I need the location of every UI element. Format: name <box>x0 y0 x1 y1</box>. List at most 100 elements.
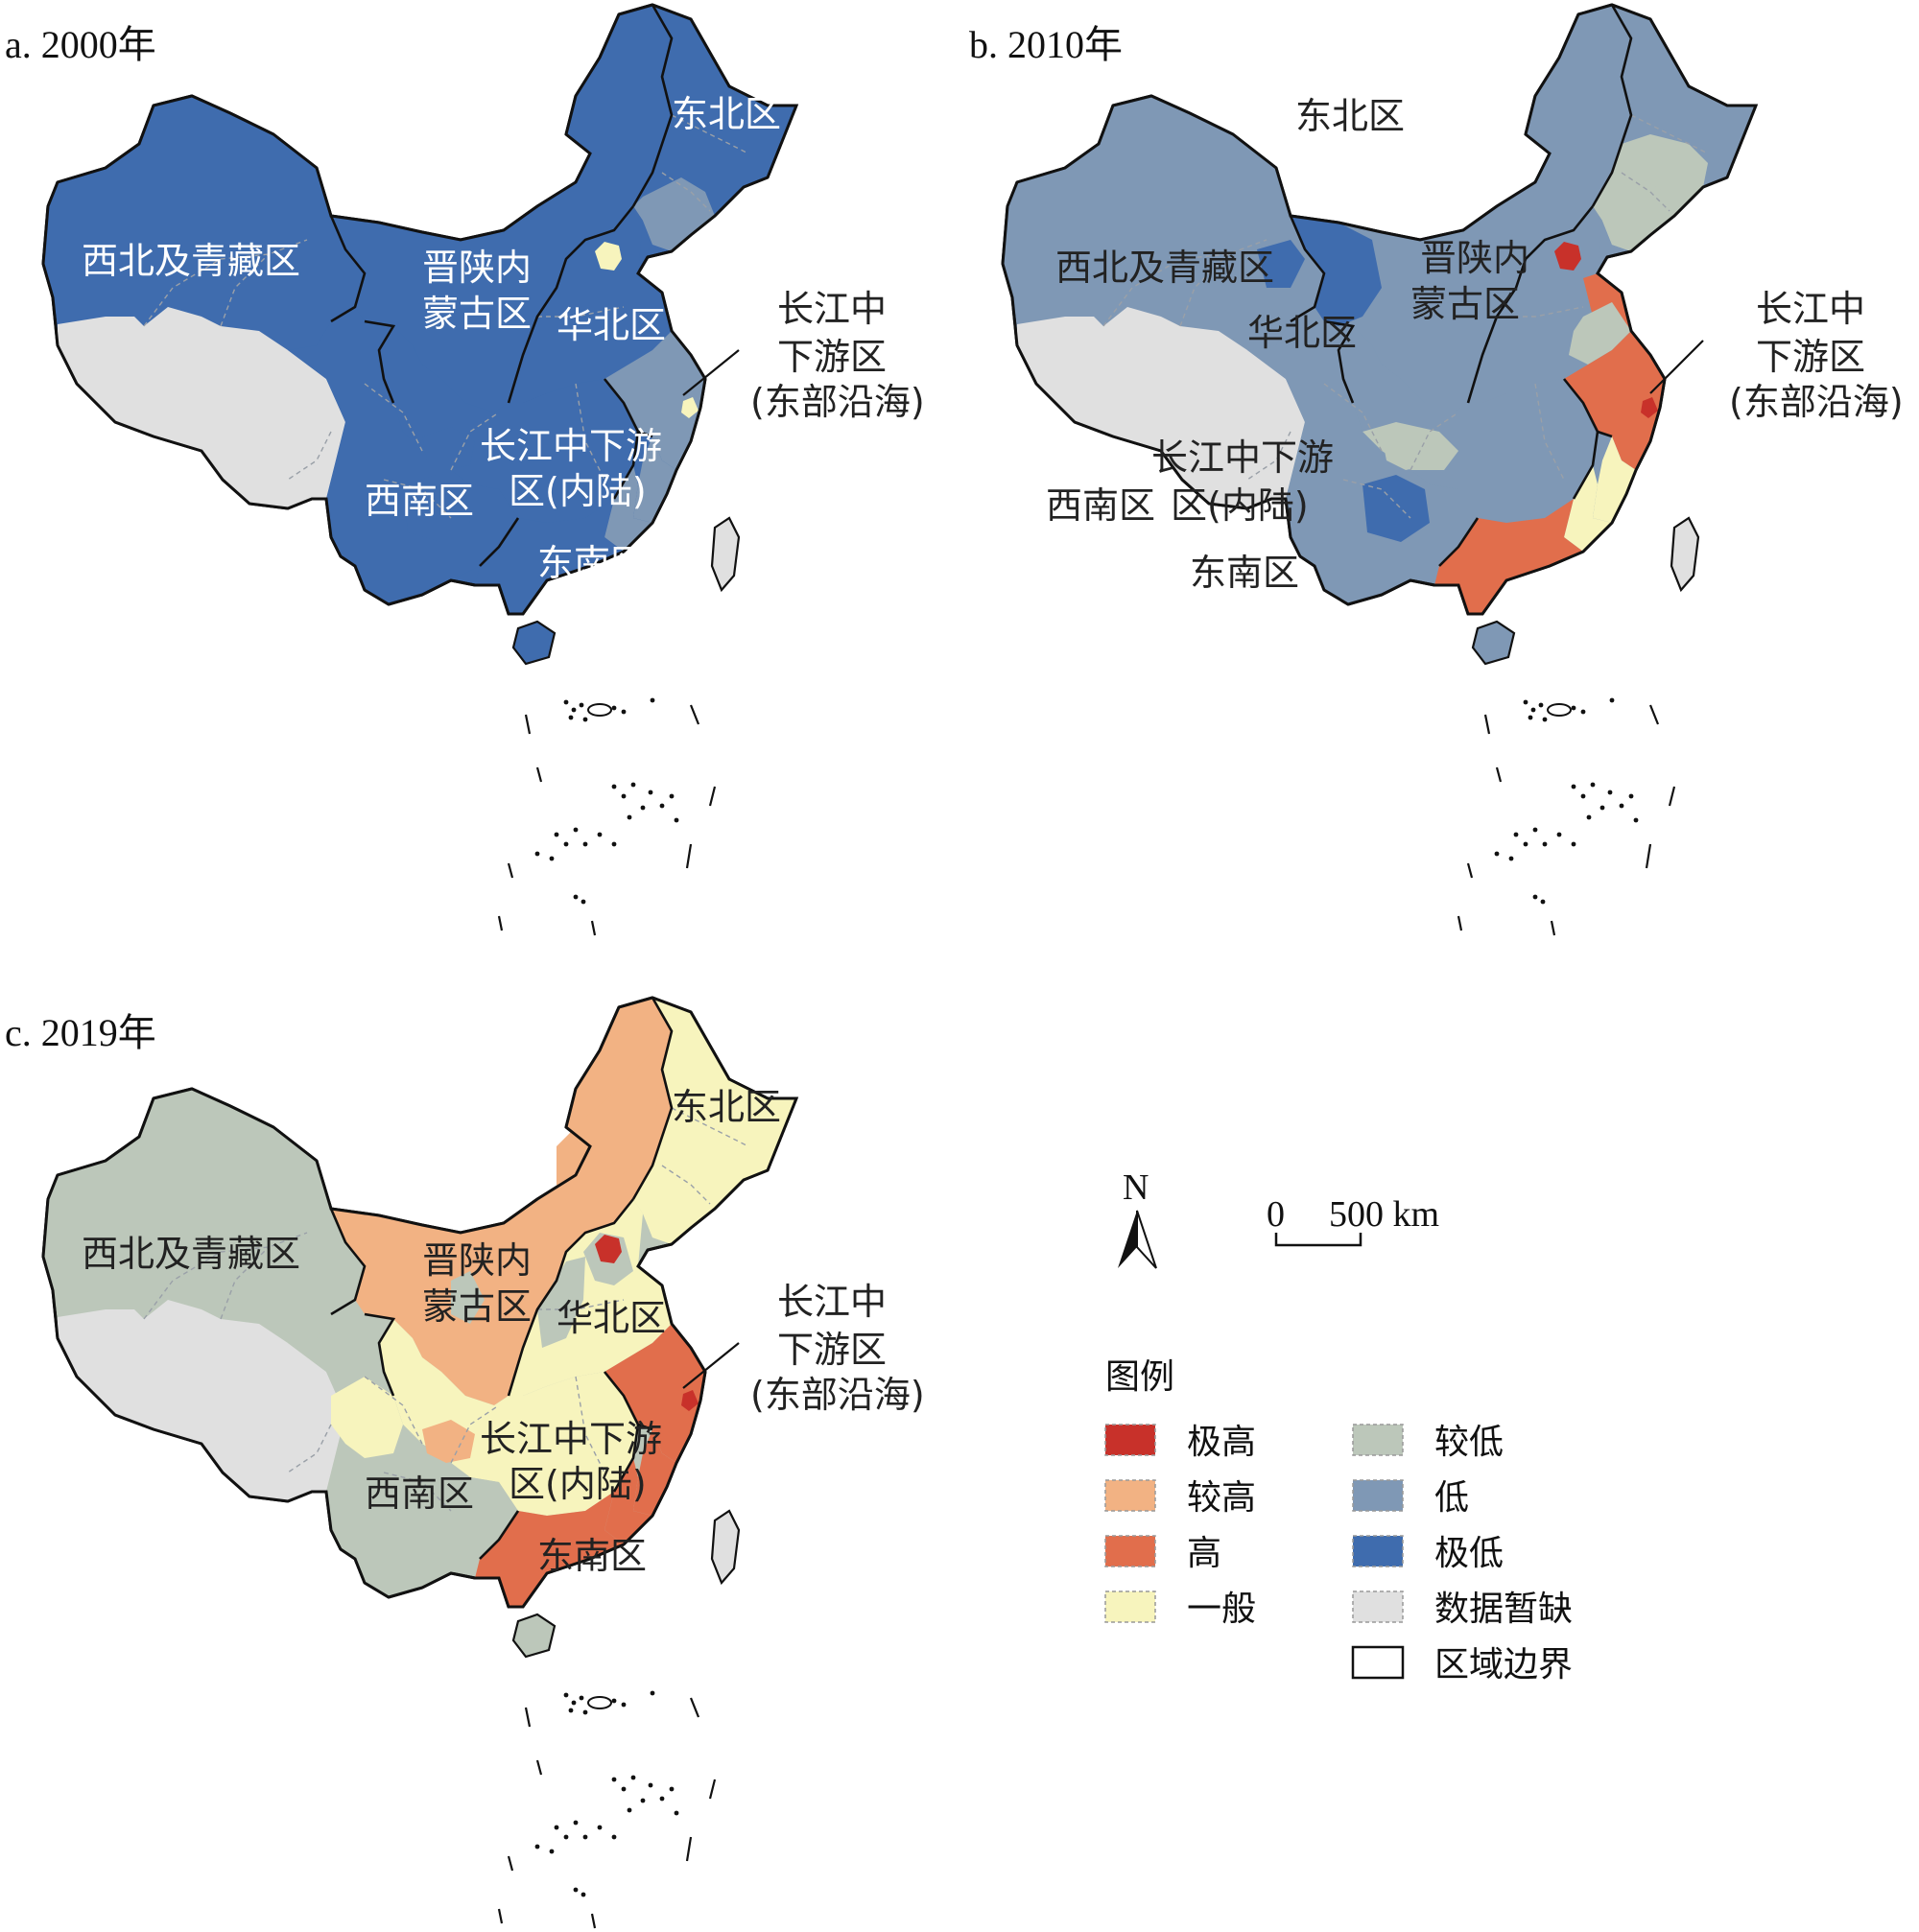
region-qinghai-gansu <box>1257 240 1305 288</box>
label-yangtze-inland-1: 长江中下游 <box>1151 436 1334 479</box>
label-southeast: 东南区 <box>537 542 647 584</box>
legend-label-extremely-high: 极高 <box>1187 1423 1256 1462</box>
scale-value: 500 km <box>1329 1194 1439 1235</box>
region-hainan <box>1473 622 1514 664</box>
legend-label-low: 低 <box>1434 1478 1469 1518</box>
region-tibet <box>1017 307 1305 508</box>
legend-swatch-high <box>1104 1535 1156 1567</box>
region-yangtze-coast <box>604 1324 705 1463</box>
region-taiwan <box>712 1511 739 1583</box>
label-yangtze-inland-1: 长江中下游 <box>480 425 662 467</box>
region-northwest <box>43 96 365 350</box>
region-shanghai <box>1641 397 1658 418</box>
region-taiwan <box>1671 518 1698 590</box>
region-southwest <box>1247 307 1478 604</box>
region-southwest <box>288 307 518 604</box>
region-fujian <box>604 1458 652 1544</box>
label-yangtze-inland-2: 区(内陆) <box>509 1463 647 1505</box>
region-north-china <box>509 1199 672 1396</box>
label-yangtze-coast-2: 下游区 <box>777 336 887 378</box>
label-jinshaan-2: 蒙古区 <box>422 1285 532 1328</box>
region-liaoning <box>633 1170 715 1244</box>
panel-a-title: a. 2000年 <box>5 23 156 66</box>
region-north-china <box>509 206 672 403</box>
region-beijing <box>595 1235 622 1263</box>
label-yangtze-coast-3: (东部沿海) <box>750 1374 925 1416</box>
label-north-china: 华北区 <box>557 304 666 346</box>
region-yangtze-inland <box>379 326 638 523</box>
region-hainan <box>513 622 555 664</box>
region-fujian <box>604 465 652 552</box>
label-yangtze-inland-2: 区(内陆) <box>509 470 647 512</box>
region-beijing <box>1554 242 1581 271</box>
region-ningxia <box>451 1271 485 1324</box>
legend-swatch-lower <box>1352 1424 1404 1456</box>
region-chongqing <box>422 1420 475 1463</box>
scale-bar: 0 500 km <box>1267 1194 1439 1247</box>
region-zhejiang <box>633 436 676 523</box>
legend-swatch-medium <box>1104 1590 1156 1623</box>
region-zhejiang <box>633 1429 676 1516</box>
label-southwest: 西南区 <box>365 1473 474 1515</box>
legend-swatch-boundary <box>1351 1645 1405 1680</box>
region-chongqing <box>1382 427 1434 470</box>
region-jinshaan <box>1291 5 1631 412</box>
label-jinshaan-2: 蒙古区 <box>422 293 532 335</box>
label-yangtze-coast-1: 长江中 <box>1756 288 1865 330</box>
region-jinshaan <box>331 5 672 412</box>
label-southwest: 西南区 <box>1046 484 1155 527</box>
region-shanghai <box>681 1390 699 1411</box>
legend-label-extremely-low: 极低 <box>1434 1534 1504 1573</box>
legend-label-higher: 较高 <box>1187 1478 1256 1518</box>
legend-title: 图例 <box>1105 1357 1174 1397</box>
region-shanxi <box>537 1257 585 1348</box>
region-shanghai <box>681 397 699 418</box>
legend-label-no-data: 数据暂缺 <box>1434 1590 1573 1629</box>
label-northwest: 西北及青藏区 <box>82 1233 300 1275</box>
region-guizhou <box>1362 475 1430 542</box>
region-chongqing <box>422 427 475 470</box>
label-yangtze-coast-3: (东部沿海) <box>1729 381 1904 423</box>
region-tibet <box>58 1300 345 1501</box>
region-fujian <box>1564 465 1612 552</box>
label-yangtze-inland-1: 长江中下游 <box>480 1418 662 1460</box>
label-northeast: 东北区 <box>672 1086 781 1128</box>
region-tibet <box>58 307 345 508</box>
label-southwest: 西南区 <box>365 480 474 522</box>
region-zhejiang <box>1593 436 1636 523</box>
label-yangtze-inland-2: 区(内陆) <box>1171 484 1309 527</box>
label-north-china: 华北区 <box>557 1297 666 1339</box>
region-jinshaan <box>331 998 672 1405</box>
label-yangtze-coast-2: 下游区 <box>777 1329 887 1371</box>
region-yangtze-inland <box>379 1319 638 1516</box>
label-yangtze-coast-2: 下游区 <box>1756 336 1865 378</box>
region-yangtze-coast <box>1564 331 1665 470</box>
region-hainan <box>513 1614 555 1657</box>
region-liaoning <box>1593 177 1674 251</box>
label-northeast: 东北区 <box>1295 95 1405 137</box>
region-shandong <box>1569 302 1631 365</box>
legend-swatch-low <box>1352 1479 1404 1512</box>
legend-swatch-higher <box>1104 1479 1156 1512</box>
label-yangtze-coast-3: (东部沿海) <box>750 381 925 423</box>
legend-label-boundary: 区域边界 <box>1434 1645 1573 1685</box>
region-guizhou <box>403 475 470 542</box>
label-yangtze-coast-1: 长江中 <box>777 1281 887 1323</box>
region-northwest <box>1003 96 1324 350</box>
region-sichuan <box>331 1377 403 1458</box>
legend-swatch-extremely-high <box>1104 1424 1156 1456</box>
region-beijing <box>595 242 622 271</box>
region-yangtze-coast <box>604 331 705 470</box>
region-northwest <box>43 1089 365 1343</box>
region-liaoning <box>633 177 715 251</box>
label-northwest: 西北及青藏区 <box>82 240 300 282</box>
label-yangtze-coast-1: 长江中 <box>777 288 887 330</box>
legend-swatch-extremely-low <box>1352 1535 1404 1567</box>
label-north-china: 华北区 <box>1247 312 1357 354</box>
north-arrow-label: N <box>1123 1167 1149 1208</box>
